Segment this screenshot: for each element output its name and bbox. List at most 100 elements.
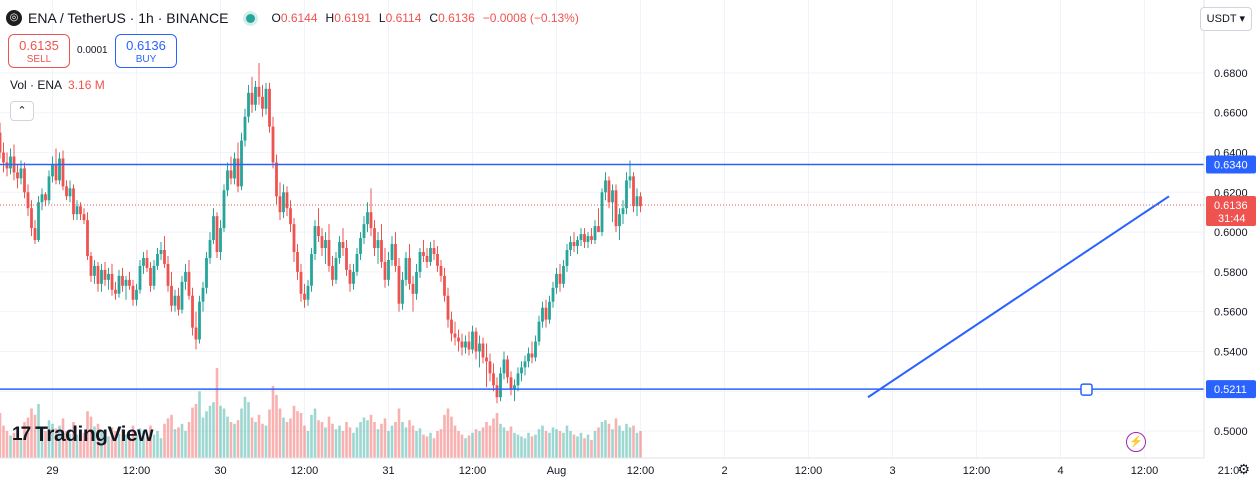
y-tick-label: 0.5800 (1214, 267, 1248, 279)
volume-bar (124, 434, 128, 458)
candle-body (268, 88, 271, 127)
candle-body (289, 208, 292, 225)
candle-body (100, 269, 103, 284)
candle-body (317, 226, 320, 237)
volume-bar (61, 418, 65, 458)
candle-body (236, 158, 240, 187)
ohlc-key: L (378, 11, 386, 25)
drawings[interactable] (0, 163, 1204, 399)
spread-value: 0.0001 (77, 45, 108, 56)
volume-bar (275, 395, 278, 458)
volume-bar (198, 391, 201, 458)
candle-body (271, 126, 275, 163)
candle-body (502, 359, 506, 374)
buy-button[interactable]: 0.6136 BUY (115, 34, 177, 68)
candle-body (54, 164, 58, 181)
volume-bar (457, 431, 460, 458)
candle-body (376, 240, 380, 249)
candle-body (460, 341, 464, 348)
candle-body (555, 273, 558, 288)
candle-body (194, 327, 198, 340)
volume-bar (576, 436, 579, 458)
volume-bar (338, 425, 341, 458)
volume-bar (558, 431, 562, 458)
candle-body (618, 214, 621, 227)
candle-body (121, 275, 124, 286)
volume-bar (243, 396, 247, 458)
volume-bar (12, 432, 16, 458)
candle-body (488, 361, 492, 374)
volume-bar (618, 425, 621, 458)
ohlc-item: L0.6114 (379, 11, 422, 25)
x-tick-label: 12:00 (291, 465, 319, 477)
candle-body (173, 295, 177, 306)
volume-bar (215, 368, 219, 458)
volume-bar (600, 422, 604, 458)
x-tick-label: 21:0 (1218, 465, 1239, 477)
volume-bar (191, 407, 194, 458)
volume-bar (548, 432, 551, 458)
candle-body (215, 216, 219, 252)
volume-bar (138, 428, 142, 458)
volume-bar (229, 422, 233, 458)
candle-body (65, 186, 68, 197)
volume-bar (177, 427, 180, 458)
volume-bar (590, 440, 593, 458)
volume-bar (317, 420, 320, 458)
ohlc-readout: O0.6144 H0.6191 L0.6114 C0.6136 −0.0008 (−0.… (271, 11, 578, 25)
candle-body (86, 220, 89, 256)
volume-bar (583, 438, 586, 458)
candle-body (541, 307, 544, 322)
volume-bar (509, 426, 513, 458)
candle-body (600, 192, 604, 233)
volume-bar (471, 432, 474, 458)
volume-bar (404, 427, 408, 458)
volume-bar (285, 422, 289, 458)
candle-body (446, 295, 450, 320)
candle-body (639, 196, 642, 207)
volume-bar (264, 425, 268, 458)
candle-body (373, 228, 376, 249)
volume-bar (142, 431, 145, 458)
collapse-legend-button[interactable]: ⌃ (10, 101, 34, 121)
volume-bar (366, 420, 369, 458)
volume-bar (334, 429, 338, 458)
volume-bar (467, 435, 471, 458)
price-axis-panel (1204, 0, 1260, 484)
candle-body (527, 353, 530, 362)
sell-button[interactable]: 0.6135 SELL (8, 34, 70, 68)
candle-body (408, 257, 411, 284)
tradingview-logo[interactable]: 17 TradingView (12, 423, 153, 447)
volume-bar (331, 423, 334, 458)
candle-body (404, 257, 408, 280)
candle-body (16, 172, 19, 179)
volume-bar (16, 428, 19, 458)
candle-body (58, 158, 61, 181)
volume-bar (530, 436, 534, 458)
lightning-icon[interactable]: ⚡ (1126, 432, 1146, 452)
candle-body (418, 251, 422, 272)
candle-body (89, 255, 93, 276)
volume-bar (82, 432, 86, 458)
gear-icon[interactable]: ⚙ (1237, 461, 1250, 477)
volume-bar (492, 418, 495, 458)
x-tick-label: 30 (214, 465, 226, 477)
candle-body (324, 240, 327, 249)
trend-line (867, 195, 1170, 399)
candle-body (467, 341, 471, 350)
y-tick-label: 0.5600 (1214, 307, 1248, 319)
volume-bar (37, 404, 40, 458)
candle-body (492, 373, 495, 386)
candle-body (110, 273, 114, 290)
tradingview-mark-icon: 17 (12, 424, 31, 445)
candle-body (432, 248, 436, 254)
currency-select[interactable]: USDT ▾ (1199, 7, 1252, 31)
candle-body (243, 116, 247, 141)
symbol-title[interactable]: ENA / TetherUS · 1h · BINANCE (28, 10, 229, 26)
candle-body (152, 265, 156, 286)
volume-bar (26, 417, 30, 458)
candle-body (320, 236, 324, 249)
candle-body (562, 265, 565, 284)
volume-bar (408, 420, 411, 458)
